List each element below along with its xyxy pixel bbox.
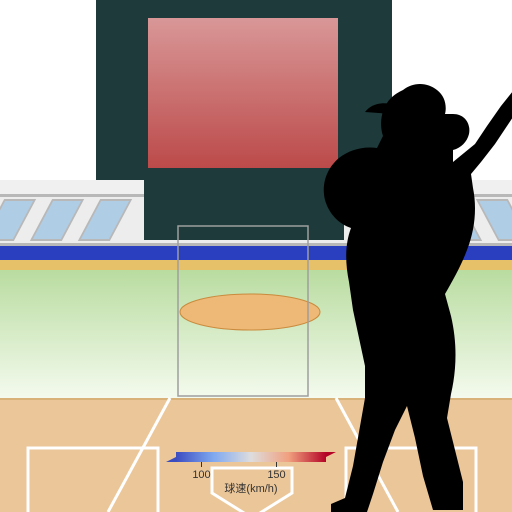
scoreboard-base	[144, 180, 344, 240]
pitchers-mound	[180, 294, 320, 330]
baseball-scene: 100 150球速(km/h)	[0, 0, 512, 512]
speed-colorbar	[176, 452, 326, 462]
colorbar-label: 球速(km/h)	[224, 481, 277, 495]
colorbar-tick-label: 150	[267, 469, 285, 481]
scoreboard-screen	[148, 18, 338, 168]
colorbar-tick-label: 100	[192, 469, 210, 481]
